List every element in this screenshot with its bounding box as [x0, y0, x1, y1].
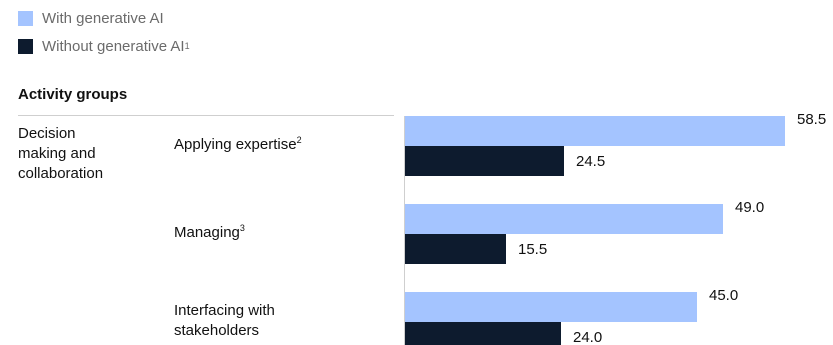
legend-item-with-ai: With generative AI: [18, 8, 164, 28]
value-label-without-ai: 24.0: [573, 329, 603, 345]
value-label-with-ai: 45.0: [709, 287, 739, 304]
category-label: Applying expertise2: [174, 135, 302, 155]
group-label-line: Decision: [18, 125, 76, 142]
bar-with-ai: [405, 116, 785, 146]
chart-title-cut: [215, 0, 220, 8]
legend-item-without-ai: Without generative AI 1: [18, 36, 190, 56]
bar-without-ai: [405, 146, 564, 176]
group-label-line: making and: [18, 145, 96, 162]
category-label-text: Managing: [174, 224, 240, 241]
legend-swatch-without-ai: [18, 38, 33, 54]
category-label-text: Interfacing with stakeholders: [174, 302, 275, 339]
bar-with-ai: [405, 204, 723, 234]
category-label: Managing3: [174, 223, 245, 243]
section-header: Activity groups: [18, 86, 128, 103]
bar-with-ai: [405, 292, 697, 322]
value-label-without-ai: 24.5: [576, 153, 606, 170]
value-label-with-ai: 49.0: [735, 199, 765, 216]
category-footnote-marker: 2: [296, 135, 302, 145]
legend-label-without-ai: Without generative AI: [42, 37, 185, 55]
group-label: Decision making and collaboration: [18, 124, 103, 184]
category-label: Interfacing with stakeholders: [174, 301, 324, 341]
header-rule: [18, 115, 394, 116]
bar-without-ai: [405, 234, 506, 264]
group-label-line: collaboration: [18, 165, 104, 182]
value-label-without-ai: 15.5: [518, 241, 548, 258]
legend-label-with-ai: With generative AI: [42, 9, 164, 27]
category-axis-line: [404, 116, 405, 345]
category-footnote-marker: 3: [239, 223, 245, 233]
legend-swatch-with-ai: [18, 10, 33, 26]
value-label-with-ai: 58.5: [797, 111, 827, 128]
bar-without-ai: [405, 322, 561, 345]
category-label-text: Applying expertise: [174, 136, 297, 153]
